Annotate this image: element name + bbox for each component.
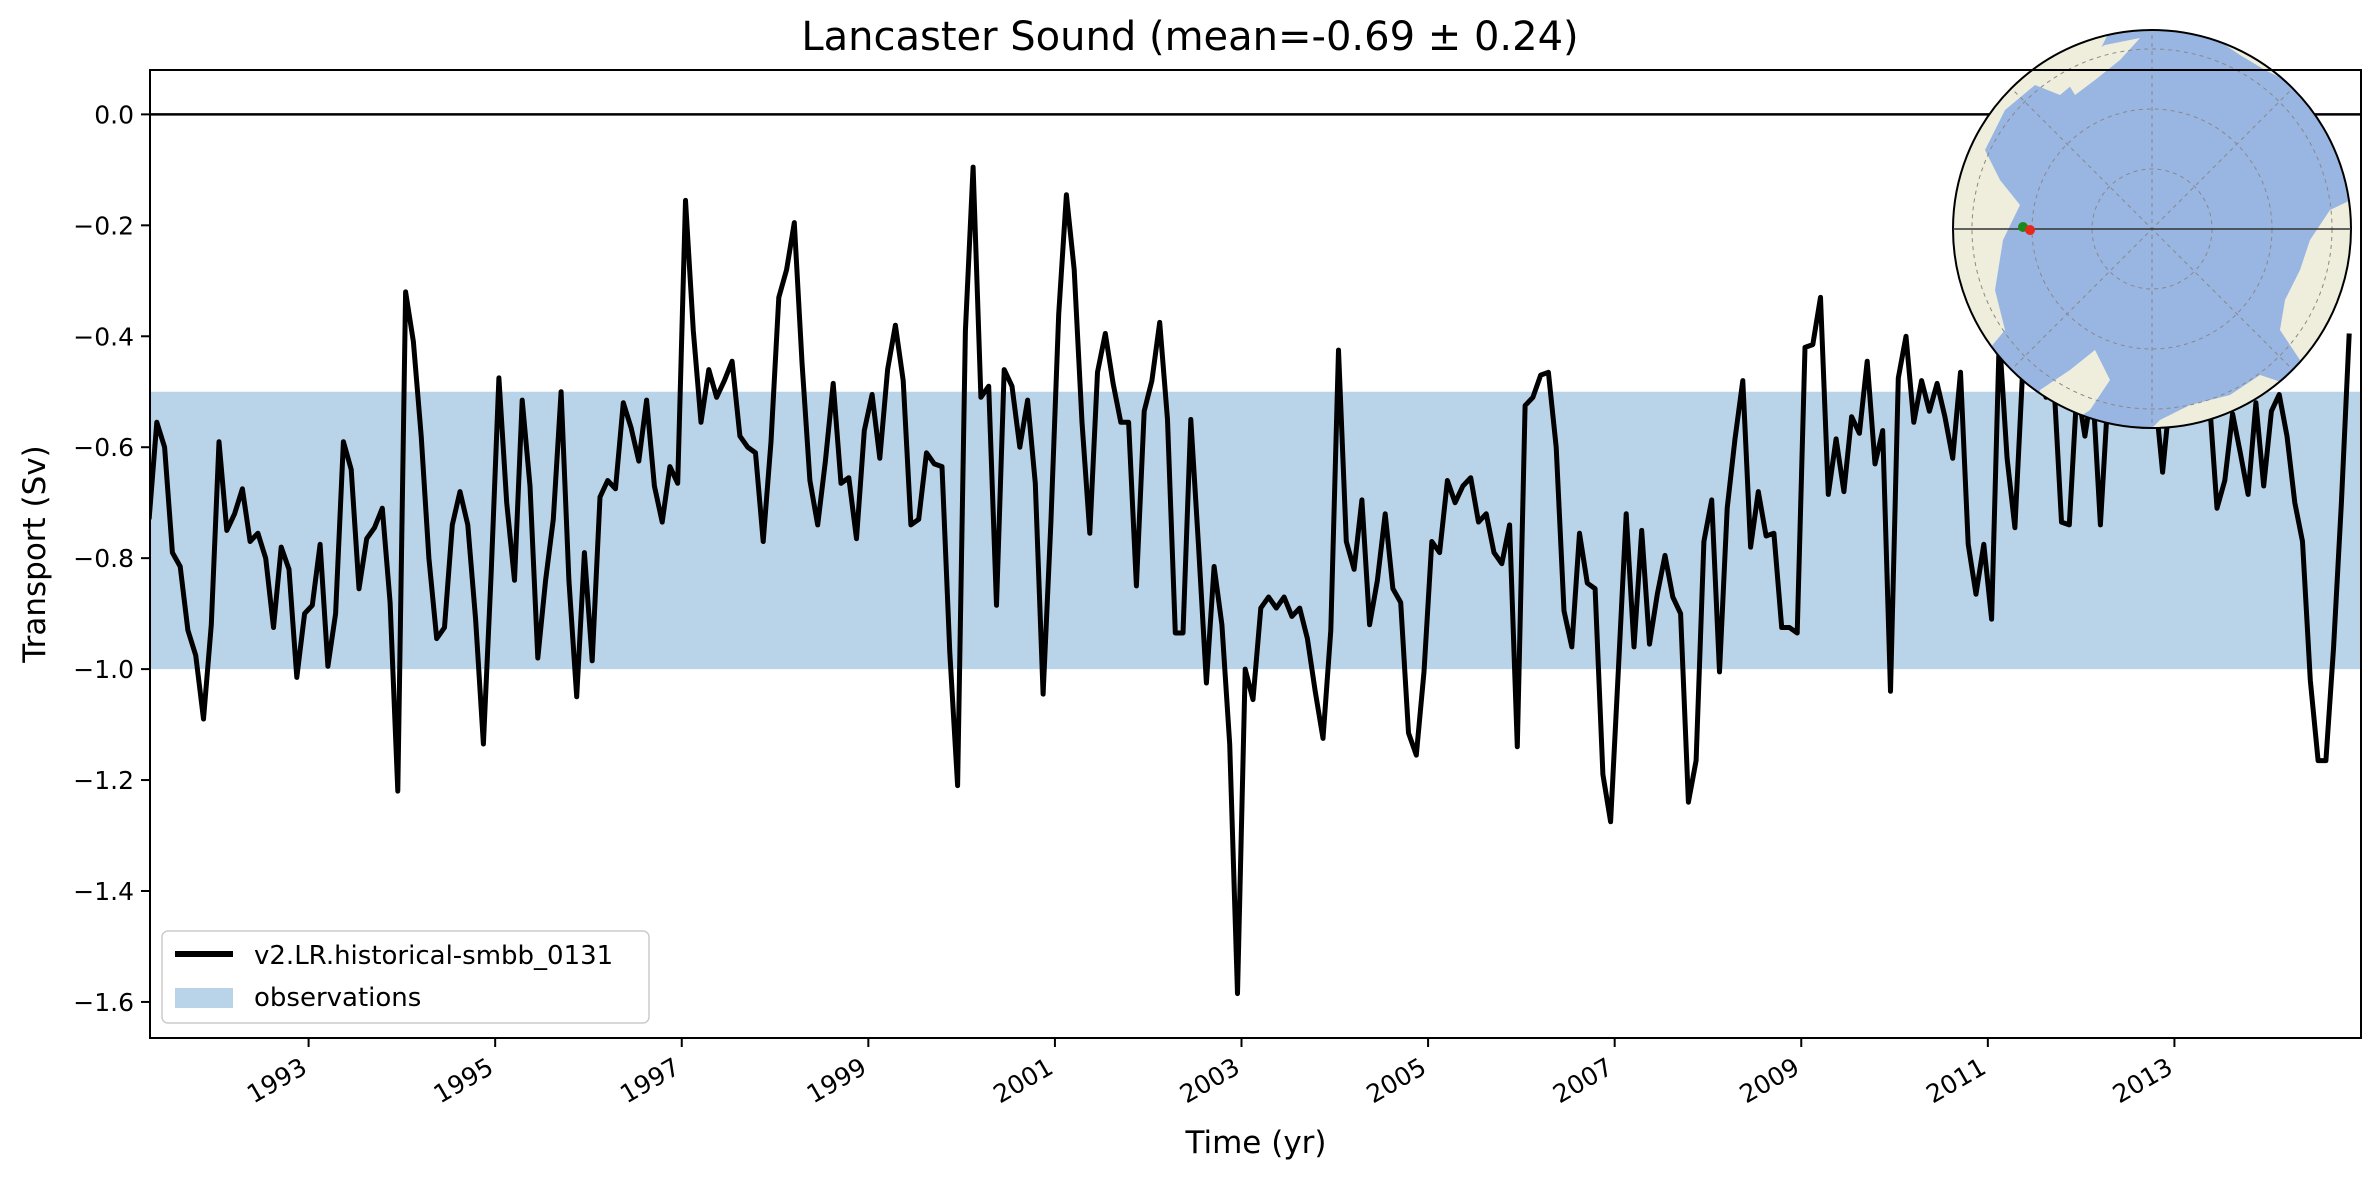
y-tick-label: −1.4 [73,877,134,906]
legend-series-label: v2.LR.historical-smbb_0131 [254,941,613,971]
chart-title: Lancaster Sound (mean=-0.69 ± 0.24) [801,14,1578,60]
plot-frame [149,69,2362,1039]
y-tick-label: −0.4 [73,322,134,351]
observations-band [150,391,2361,670]
legend-observations-swatch [175,988,233,1008]
y-tick-label: −0.6 [73,433,134,462]
x-tick-label: 2007 [1548,1052,1618,1109]
y-axis-label: Transport (Sv) [17,445,53,664]
y-tick-label: −1.0 [73,655,134,684]
inset-polar-map [1952,29,2352,429]
series-line-v2-lr-historical-smbb-0131 [150,164,2352,997]
x-tick-label: 2011 [1921,1052,1991,1109]
legend: v2.LR.historical-smbb_0131 observations [161,930,650,1024]
legend-box [161,930,650,1024]
y-tick-label: −0.8 [73,544,134,573]
x-tick-label: 2013 [2108,1052,2178,1109]
map-marker-red [2025,225,2035,235]
y-axis: 0.0 −0.2 −0.4 −0.6 −0.8 −1.0 −1.2 −1.4 −1.6 [73,100,150,1017]
legend-observations-label: observations [254,983,421,1013]
x-tick-label: 2005 [1361,1052,1431,1109]
land-canada-greenland [1953,30,2110,360]
x-axis-label: Time (yr) [1185,1125,1327,1161]
x-tick-label: 2003 [1175,1052,1245,1109]
y-tick-label: −1.6 [73,988,134,1017]
y-tick-label: −1.2 [73,766,134,795]
plot-area [150,113,2361,997]
x-tick-label: 2009 [1735,1052,1805,1109]
land-greenland [2060,38,2140,95]
x-axis: 1993 1995 1997 1999 2001 2003 2005 2007 2009 2011… [242,1038,2177,1109]
x-tick-label: 1995 [429,1052,499,1109]
x-tick-label: 1999 [802,1052,872,1109]
x-tick-label: 1997 [615,1052,685,1109]
y-tick-label: 0.0 [94,100,134,129]
y-tick-label: −0.2 [73,211,134,240]
x-tick-label: 1993 [242,1052,312,1109]
x-tick-label: 2001 [988,1052,1058,1109]
